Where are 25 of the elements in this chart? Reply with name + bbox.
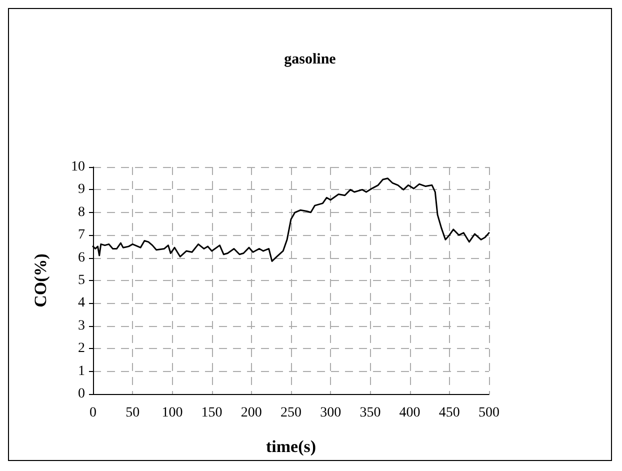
y-tick-label: 2 xyxy=(78,341,85,356)
x-tick-label: 0 xyxy=(90,406,96,420)
y-axis-title: CO(%) xyxy=(31,254,50,308)
x-tick-label: 450 xyxy=(438,406,460,420)
y-tick-label: 0 xyxy=(78,386,85,402)
y-tick-label: 3 xyxy=(78,318,85,334)
y-tick-label: 4 xyxy=(78,296,85,311)
y-tick-label: 10 xyxy=(71,160,85,174)
y-tick-label: 6 xyxy=(78,250,85,266)
x-tick-label: 350 xyxy=(360,406,381,420)
x-tick-label: 150 xyxy=(201,406,222,420)
chart-title: gasoline xyxy=(284,52,336,68)
y-tick-label: 8 xyxy=(78,204,85,220)
x-tick-label: 100 xyxy=(162,406,183,420)
x-tick-label: 400 xyxy=(399,406,420,420)
x-axis-title: time(s) xyxy=(266,437,316,456)
x-tick-label: 50 xyxy=(126,406,140,420)
x-tick-label: 300 xyxy=(320,406,342,420)
x-tick-label: 250 xyxy=(280,406,302,420)
y-tick-label: 5 xyxy=(78,273,85,288)
y-tick-label: 1 xyxy=(78,364,85,379)
x-tick-label: 200 xyxy=(240,406,262,420)
x-tick-label: 500 xyxy=(478,406,500,420)
y-tick-label: 9 xyxy=(78,182,85,198)
y-tick-label: 7 xyxy=(78,228,85,243)
